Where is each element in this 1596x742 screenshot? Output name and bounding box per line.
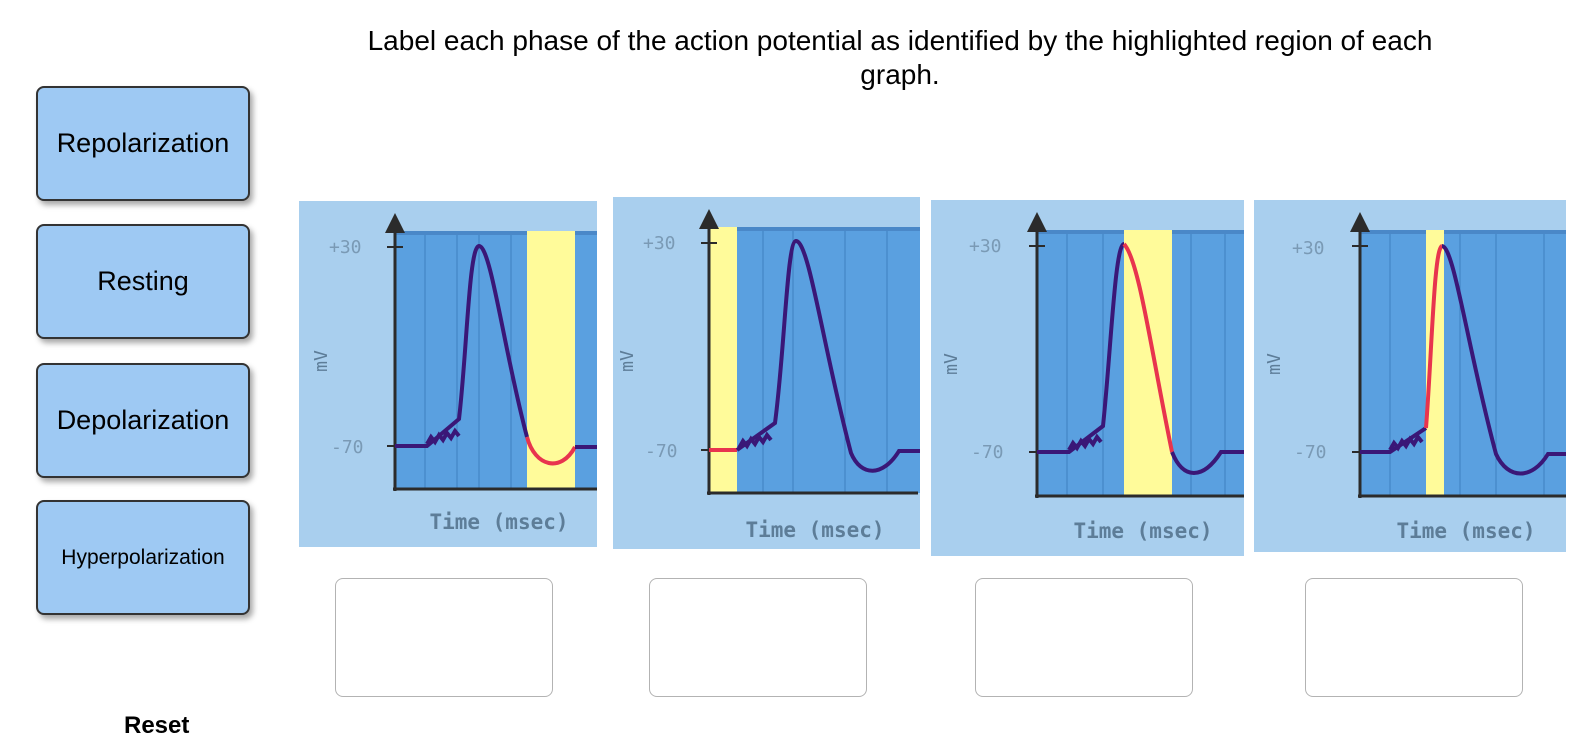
drop-target-graph-2[interactable] xyxy=(649,578,867,697)
y-axis-label: mV xyxy=(311,350,332,372)
instruction-text: Label each phase of the action potential… xyxy=(367,25,1433,90)
y-axis-label: mV xyxy=(1264,353,1285,375)
label-tile-hyperpolarization[interactable]: Hyperpolarization xyxy=(36,500,250,615)
x-axis-label: Time (msec) xyxy=(1073,519,1212,543)
label-tile-repolarization[interactable]: Repolarization xyxy=(36,86,250,201)
drop-target-graph-4[interactable] xyxy=(1305,578,1523,697)
label-tile-resting[interactable]: Resting xyxy=(36,224,250,339)
label-tile-depolarization[interactable]: Depolarization xyxy=(36,363,250,478)
drop-target-graph-3[interactable] xyxy=(975,578,1193,697)
y-bottom-tick-label: -70 xyxy=(1294,442,1327,463)
x-axis-label: Time (msec) xyxy=(745,518,884,542)
x-axis-label: Time (msec) xyxy=(1396,519,1535,543)
y-top-tick-label: +30 xyxy=(1292,238,1325,259)
y-top-tick-label: +30 xyxy=(969,236,1002,257)
reset-button[interactable]: Reset xyxy=(124,712,190,739)
y-bottom-tick-label: -70 xyxy=(645,441,678,462)
graph-2: +30 -70 mV Time (msec) xyxy=(613,197,920,549)
y-axis-label: mV xyxy=(617,350,638,372)
graph-4: +30 -70 mV Time (msec) xyxy=(1254,200,1566,552)
y-top-tick-label: +30 xyxy=(329,237,362,258)
y-top-tick-label: +30 xyxy=(643,233,676,254)
y-bottom-tick-label: -70 xyxy=(331,437,364,458)
graph-3: +30 -70 mV Time (msec) xyxy=(931,200,1244,556)
y-axis-label: mV xyxy=(941,353,962,375)
x-axis-label: Time (msec) xyxy=(429,510,568,534)
y-bottom-tick-label: -70 xyxy=(971,442,1004,463)
drop-target-graph-1[interactable] xyxy=(335,578,553,697)
graph-1: +30 -70 mV Time (msec) xyxy=(299,201,597,547)
